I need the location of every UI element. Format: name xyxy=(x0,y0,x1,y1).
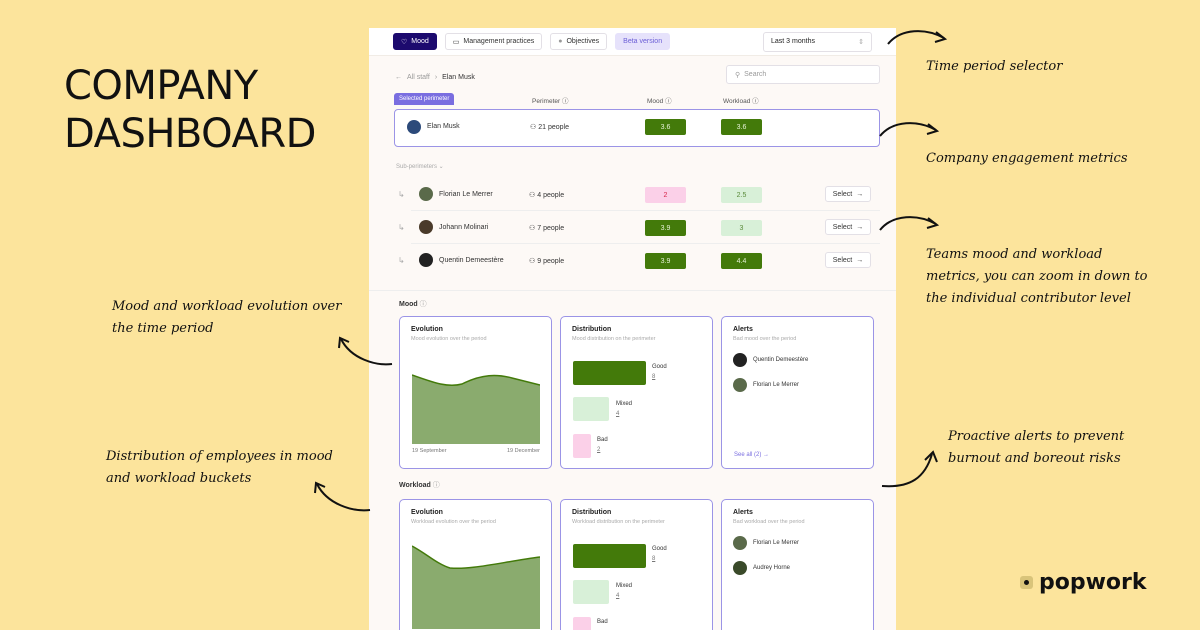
breadcrumb-root[interactable]: All staff xyxy=(407,74,430,81)
beta-badge: Beta version xyxy=(615,33,671,50)
dashboard-app: ♡ Mood ▭ Management practices ● Objectives … xyxy=(369,28,896,630)
people-icon: ⚇ xyxy=(529,192,536,199)
mixed-bar xyxy=(573,397,609,421)
select-button[interactable]: Select → xyxy=(825,252,871,268)
alert-item[interactable]: Florian Le Merrer xyxy=(733,536,862,550)
note-evolution: Mood and workload evolution over the tim… xyxy=(112,299,342,336)
child-arrow-icon: ↳ xyxy=(398,190,405,199)
workload-section-title: Workload ⓘ xyxy=(399,482,440,489)
select-button[interactable]: Select → xyxy=(825,219,871,235)
see-all-link[interactable]: See all (2) → xyxy=(734,452,770,458)
note-teams: Teams mood and workload metrics, you can… xyxy=(926,247,1148,306)
avatar xyxy=(419,253,433,267)
people-count: ⚇ 21 people xyxy=(530,124,569,131)
note-distribution: Distribution of employees in mood and wo… xyxy=(106,449,333,486)
header-mood: Mood ⓘ xyxy=(647,98,672,105)
tab-objectives[interactable]: ● Objectives xyxy=(550,33,608,50)
alert-item[interactable]: Quentin Demeestère xyxy=(733,353,862,367)
workload-score: 3 xyxy=(721,220,762,236)
avatar xyxy=(419,220,433,234)
hero-title: COMPANY DASHBOARD xyxy=(64,63,316,157)
note-period: Time period selector xyxy=(926,59,1063,74)
mood-distribution-card: Distribution Mood distribution on the per… xyxy=(560,316,713,469)
back-icon[interactable]: ← xyxy=(395,74,402,81)
bad-bar xyxy=(573,434,591,458)
workload-distribution-card: Distribution Workload distribution on the… xyxy=(560,499,713,630)
workload-evolution-card: Evolution Workload evolution over the per… xyxy=(399,499,552,630)
table-row: ↳ Quentin Demeestère ⚇ 9 people 3.9 4.4 … xyxy=(394,244,880,277)
note-company: Company engagement metrics xyxy=(926,151,1128,166)
mood-score: 3.9 xyxy=(645,220,686,236)
selected-perimeter-row[interactable]: Elan Musk ⚇ 21 people 3.6 3.6 xyxy=(394,109,880,147)
alert-item[interactable]: Audrey Horne xyxy=(733,561,862,575)
mood-evolution-card: Evolution Mood evolution over the period … xyxy=(399,316,552,469)
search-icon: ⚲ xyxy=(735,71,741,79)
mood-score: 3.6 xyxy=(645,119,686,135)
logo-icon xyxy=(1020,576,1033,589)
avatar xyxy=(407,120,421,134)
target-icon: ● xyxy=(558,38,563,45)
mood-section-title: Mood ⓘ xyxy=(399,301,427,308)
workload-score: 4.4 xyxy=(721,253,762,269)
brand-logo: popwork xyxy=(1020,570,1147,595)
workload-score: 3.6 xyxy=(721,119,762,135)
select-button[interactable]: Select → xyxy=(825,186,871,202)
breadcrumb-current: Elan Musk xyxy=(442,74,475,81)
search-input[interactable]: ⚲ Search xyxy=(726,65,880,84)
mood-score: 3.9 xyxy=(645,253,686,269)
breadcrumb: ← All staff › Elan Musk xyxy=(395,74,475,81)
header-perimeter: Perimeter ⓘ xyxy=(532,98,569,105)
tab-mood[interactable]: ♡ Mood xyxy=(393,33,437,50)
child-arrow-icon: ↳ xyxy=(398,256,405,265)
good-bar xyxy=(573,361,646,385)
perimeter-name: Elan Musk xyxy=(427,123,460,130)
note-alerts: Proactive alerts to prevent burnout and … xyxy=(948,429,1125,466)
tab-management-practices[interactable]: ▭ Management practices xyxy=(444,33,543,50)
header-workload: Workload ⓘ xyxy=(723,98,759,105)
workload-area-chart xyxy=(412,545,540,629)
updown-icon: ⇕ xyxy=(858,38,864,46)
avatar xyxy=(419,187,433,201)
mood-alerts-card: Alerts Bad mood over the period Quentin D… xyxy=(721,316,874,469)
top-bar: ♡ Mood ▭ Management practices ● Objectives … xyxy=(369,28,896,56)
workload-alerts-card: Alerts Bad workload over the period Flori… xyxy=(721,499,874,630)
mood-score: 2 xyxy=(645,187,686,203)
people-icon: ⚇ xyxy=(529,225,536,232)
heart-icon: ♡ xyxy=(401,38,408,46)
chat-icon: ▭ xyxy=(452,38,460,46)
child-arrow-icon: ↳ xyxy=(398,223,405,232)
alert-item[interactable]: Florian Le Merrer xyxy=(733,378,862,392)
sub-perimeters-toggle[interactable]: Sub-perimeters ⌄ xyxy=(396,164,444,170)
selected-perimeter-chip: Selected perimeter xyxy=(394,93,455,105)
arrow-annotation xyxy=(887,30,948,45)
table-row: ↳ Florian Le Merrer ⚇ 4 people 2 2.5 Sel… xyxy=(394,178,880,211)
period-select[interactable]: Last 3 months ⇕ xyxy=(763,31,872,52)
workload-score: 2.5 xyxy=(721,187,762,203)
table-row: ↳ Johann Molinari ⚇ 7 people 3.9 3 Selec… xyxy=(394,211,880,244)
people-icon: ⚇ xyxy=(530,124,537,131)
people-icon: ⚇ xyxy=(529,258,536,265)
mood-area-chart xyxy=(412,374,540,444)
